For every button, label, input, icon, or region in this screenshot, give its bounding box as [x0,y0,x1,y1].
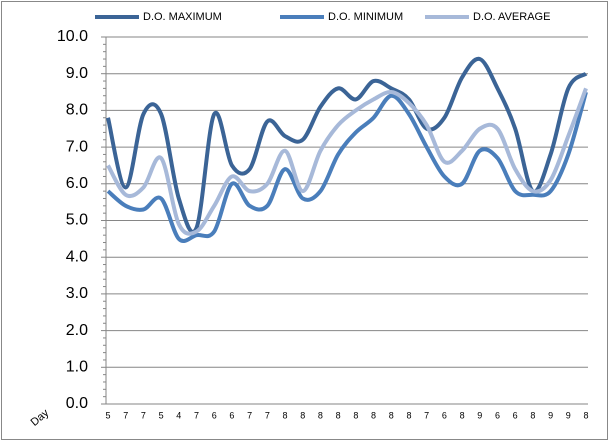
series-line [106,91,588,244]
x-tick-label: 9 [477,410,482,420]
x-tick-label: 8 [283,410,288,420]
x-tick-label: 6 [495,410,500,420]
y-tick-label: 4.0 [66,248,88,265]
x-tick-label: 6 [212,410,217,420]
x-tick-label: 8 [530,410,535,420]
x-tick-label: 5 [159,410,164,420]
x-tick-label: 4 [176,410,181,420]
x-tick-label: 7 [123,410,128,420]
x-tick-label: 7 [424,410,429,420]
x-tick-label: 8 [336,410,341,420]
series-line [106,87,588,236]
x-tick-label: 8 [583,410,588,420]
x-tick-label: 8 [318,410,323,420]
x-tick-label: 8 [371,410,376,420]
x-tick-label: 5 [105,410,110,420]
y-tick-label: 2.0 [66,322,88,339]
y-tick-label: 9.0 [66,65,88,82]
x-tick-label: 6 [229,410,234,420]
y-tick-label: 1.0 [66,359,88,376]
y-tick-label: 0.0 [66,395,88,412]
y-tick-label: 5.0 [66,212,88,229]
legend-label: D.O. MAXIMUM [143,11,222,23]
y-tick-label: 8.0 [66,102,88,119]
x-tick-label: 8 [389,410,394,420]
y-tick-label: 10.0 [57,28,88,45]
x-tick-label: 9 [548,410,553,420]
legend-label: D.O. MINIMUM [328,11,403,23]
y-tick-label: 7.0 [66,138,88,155]
x-tick-label: 8 [406,410,411,420]
y-tick-label: 6.0 [66,175,88,192]
x-tick-label: 7 [141,410,146,420]
x-tick-label: 8 [460,410,465,420]
x-tick-label: 6 [442,410,447,420]
x-tick-label: 9 [566,410,571,420]
x-tick-label: 7 [265,410,270,420]
x-tick-label: 8 [300,410,305,420]
legend-label: D.O. AVERAGE [473,11,550,23]
x-tick-label: 7 [247,410,252,420]
x-tick-label: 8 [353,410,358,420]
series-line [106,56,588,234]
x-tick-label: 6 [513,410,518,420]
y-tick-label: 3.0 [66,285,88,302]
x-tick-label: 7 [194,410,199,420]
